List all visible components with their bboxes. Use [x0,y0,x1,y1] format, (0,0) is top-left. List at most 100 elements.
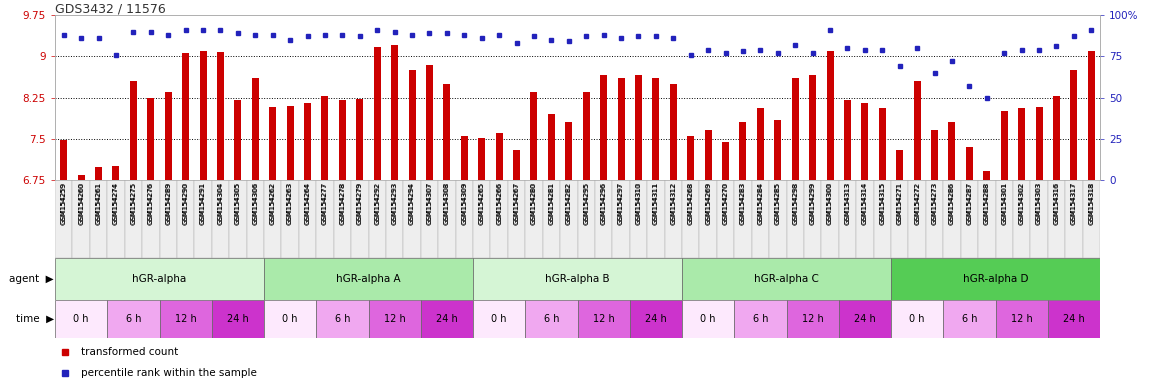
Text: GSM154267: GSM154267 [514,182,520,224]
Text: GSM154280: GSM154280 [531,182,537,225]
Text: GSM154263: GSM154263 [288,182,293,224]
Text: GSM154318: GSM154318 [1088,182,1095,224]
Bar [1035,108,1043,180]
Text: GSM154311: GSM154311 [653,182,659,224]
Text: GSM154286: GSM154286 [949,182,954,225]
Text: GSM154280: GSM154280 [531,182,537,224]
Bar [566,122,573,180]
Bar [368,300,421,338]
Text: GSM154270: GSM154270 [722,182,729,224]
Text: GSM154305: GSM154305 [235,182,240,224]
Bar [461,136,468,180]
Bar [408,70,415,180]
Bar [1053,96,1060,180]
Text: 24 h: 24 h [436,314,458,324]
Text: 12 h: 12 h [592,314,614,324]
Bar [194,180,212,258]
Text: GSM154263: GSM154263 [288,182,293,225]
Bar [966,147,973,180]
Bar [496,133,503,180]
Bar [734,180,752,258]
Bar [1065,180,1082,258]
Text: GSM154303: GSM154303 [1036,182,1042,224]
Text: GSM154299: GSM154299 [810,182,815,225]
Text: GSM154282: GSM154282 [566,182,572,224]
Bar [351,180,368,258]
Text: GSM154260: GSM154260 [78,182,84,224]
Text: GSM154309: GSM154309 [461,182,467,224]
Text: GSM154272: GSM154272 [914,182,920,224]
Text: GSM154271: GSM154271 [897,182,903,224]
Text: 24 h: 24 h [1063,314,1084,324]
Bar [55,300,107,338]
Text: GSM154302: GSM154302 [1019,182,1025,224]
Text: GSM154275: GSM154275 [130,182,137,225]
Bar [787,180,804,258]
Bar [386,180,404,258]
Text: GSM154312: GSM154312 [670,182,676,224]
Bar [979,180,996,258]
Text: GSM154264: GSM154264 [305,182,310,225]
Text: GSM154300: GSM154300 [827,182,833,224]
Bar [235,100,242,180]
Text: GSM154303: GSM154303 [1036,182,1042,225]
Text: GSM154277: GSM154277 [322,182,328,225]
Bar [908,180,926,258]
Bar [983,170,990,180]
Bar [438,180,455,258]
Text: GSM154287: GSM154287 [966,182,973,225]
Bar [891,258,1101,300]
Bar [577,180,595,258]
Text: GSM154314: GSM154314 [861,182,868,224]
Text: GSM154316: GSM154316 [1053,182,1059,225]
Bar [787,300,838,338]
Bar [490,180,508,258]
Text: GSM154282: GSM154282 [566,182,572,225]
Bar [1088,51,1095,180]
Bar [404,180,421,258]
Text: GSM154276: GSM154276 [148,182,154,225]
Text: GSM154317: GSM154317 [1071,182,1076,224]
Text: GSM154286: GSM154286 [949,182,954,224]
Text: GSM154285: GSM154285 [775,182,781,224]
Bar [160,300,212,338]
Bar [252,78,259,180]
Bar [264,258,473,300]
Bar [1018,109,1025,180]
Bar [1048,300,1101,338]
Text: 12 h: 12 h [175,314,197,324]
Bar [426,65,432,180]
Bar [577,300,630,338]
Text: GSM154305: GSM154305 [235,182,240,225]
Bar [374,47,381,180]
Text: hGR-alpha D: hGR-alpha D [963,274,1028,284]
Bar [473,180,490,258]
Bar [513,150,520,180]
Text: GSM154300: GSM154300 [827,182,833,225]
Text: GSM154288: GSM154288 [983,182,990,224]
Bar [78,174,85,180]
Text: GSM154296: GSM154296 [600,182,607,224]
Text: hGR-alpha C: hGR-alpha C [754,274,819,284]
Bar [1000,111,1007,180]
Bar [769,180,787,258]
Text: GSM154317: GSM154317 [1071,182,1076,225]
Bar [583,92,590,180]
Text: GSM154278: GSM154278 [339,182,345,224]
Bar [652,78,659,180]
Text: GSM154279: GSM154279 [356,182,362,224]
Bar [356,99,363,180]
Bar [130,81,137,180]
Text: 0 h: 0 h [491,314,507,324]
Bar [757,109,764,180]
Bar [595,180,612,258]
Text: GSM154315: GSM154315 [880,182,886,225]
Bar [212,300,264,338]
Bar [804,180,821,258]
Bar [334,180,351,258]
Text: hGR-alpha B: hGR-alpha B [545,274,610,284]
Text: GSM154261: GSM154261 [95,182,101,224]
Bar [264,180,282,258]
Bar [143,180,160,258]
Bar [891,300,943,338]
